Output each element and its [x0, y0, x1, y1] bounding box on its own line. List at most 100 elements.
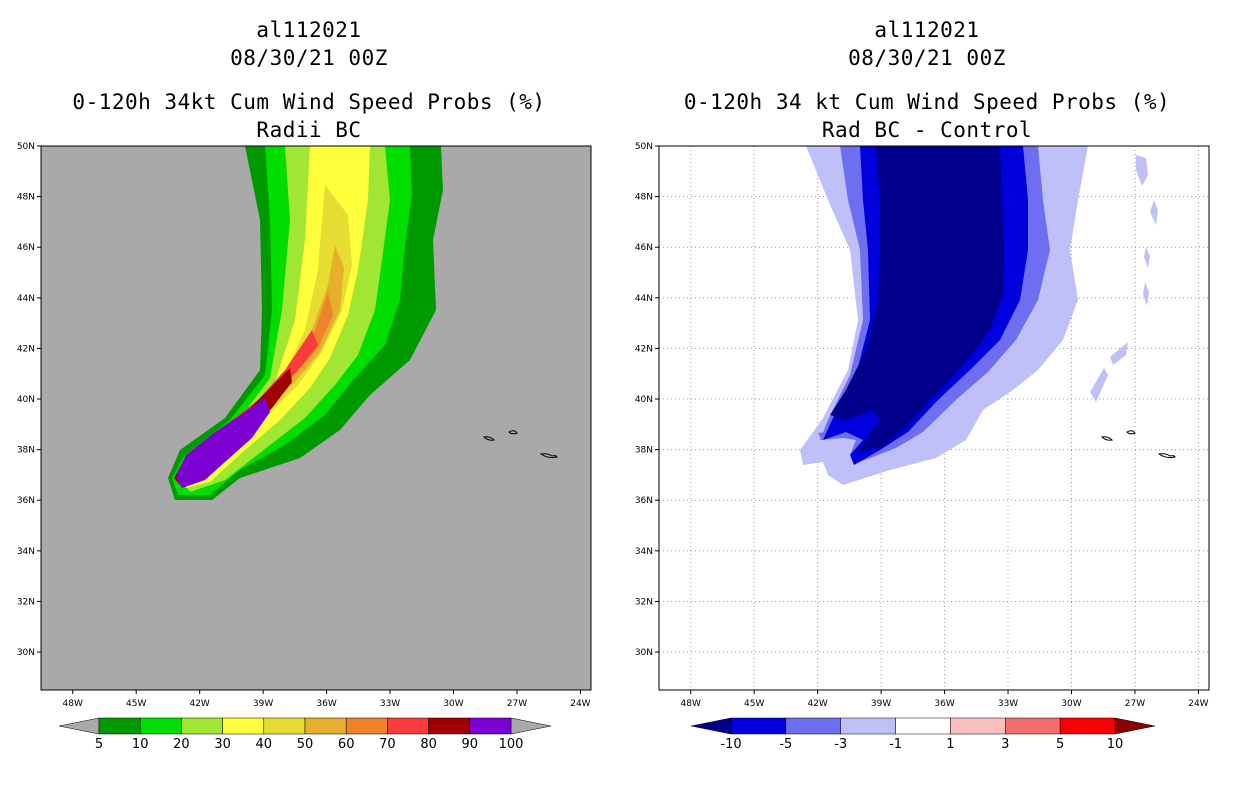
y-tick-label: 50N: [635, 142, 653, 152]
datetime-title: 08/30/21 00Z: [230, 46, 388, 70]
storm-id-title: al112021: [256, 18, 362, 42]
colorbar-segment: [428, 717, 471, 735]
x-tick-label: 48W: [681, 699, 701, 709]
positive-patches: [1090, 155, 1158, 402]
difference-map: 48W 45W 42W 39W 36W 33W 30W 27W 24W 50N 48N 46N 44N 4…: [635, 142, 1210, 752]
product-subtitle: Radii BC: [256, 118, 362, 142]
x-tick-label: 45W: [744, 699, 764, 709]
island-outline: [1100, 436, 1114, 441]
colorbar-label: 80: [420, 737, 437, 752]
y-tick-label: 42N: [635, 344, 653, 354]
colorbar-label: 30: [214, 737, 231, 752]
patch: [1110, 342, 1128, 365]
colorbar-segment: [263, 717, 306, 735]
colorbar-label: 90: [462, 737, 479, 752]
x-tick-label: 24W: [570, 699, 590, 709]
colorbar-segment: [222, 717, 265, 735]
map-frame: [40, 145, 592, 691]
x-tick-label: 30W: [443, 699, 463, 709]
axis-ticks: 48W 45W 42W 39W 36W 33W 30W 27W 24W 50N 48N 46N 44N 4…: [635, 142, 1209, 709]
y-tick-label: 32N: [635, 597, 653, 607]
island-coastlines: [482, 430, 558, 459]
colorbar-end-high: [510, 717, 552, 735]
island-outline: [539, 453, 558, 459]
colorbar-segment: [181, 717, 223, 735]
colorbar-segment: [840, 717, 896, 735]
x-tick-label: 24W: [1188, 699, 1208, 709]
colorbar-end-low: [690, 717, 732, 735]
y-tick-label: 34N: [635, 547, 653, 557]
colorbar-segment: [345, 717, 388, 735]
x-tick-label: 36W: [316, 699, 336, 709]
colorbar-label: 50: [297, 737, 314, 752]
island-outline: [482, 436, 496, 441]
x-tick-label: 27W: [1125, 699, 1145, 709]
x-tick-label: 36W: [934, 699, 954, 709]
probability-map: 48W 45W 42W 39W 36W 33W 30W 27W 24W 50N 48N 46N 44N 4…: [17, 142, 592, 752]
y-tick-label: 34N: [17, 547, 35, 557]
colorbar-segment: [785, 717, 841, 735]
patch: [1143, 282, 1149, 306]
colorbar-segment: [98, 717, 141, 735]
colorbar-segment: [469, 717, 512, 735]
panel-difference: al112021 08/30/21 00Z 0-120h 34 kt Cum W…: [618, 0, 1236, 800]
product-title: 0-120h 34 kt Cum Wind Speed Probs (%): [683, 90, 1171, 114]
y-tick-label: 32N: [17, 597, 35, 607]
colorbar-segment: [895, 717, 951, 735]
patch: [1144, 247, 1150, 268]
x-tick-label: 33W: [998, 699, 1018, 709]
y-tick-label: 42N: [17, 344, 35, 354]
difference-contours: [800, 146, 1088, 485]
contour-minus-10: [830, 146, 1004, 452]
y-tick-label: 48N: [17, 193, 35, 203]
map-frame: [658, 145, 1210, 691]
y-tick-label: 38N: [635, 446, 653, 456]
island-outline: [1157, 453, 1176, 459]
y-tick-label: 40N: [635, 395, 653, 405]
y-tick-label: 36N: [17, 496, 35, 506]
x-tick-label: 27W: [507, 699, 527, 709]
colorbar-segment: [1059, 717, 1116, 735]
colorbar-end-low: [58, 717, 100, 735]
x-tick-label: 48W: [63, 699, 83, 709]
y-tick-label: 46N: [17, 243, 35, 253]
axis-ticks: 48W 45W 42W 39W 36W 33W 30W 27W 24W 50N 48N 46N 44N 4…: [17, 142, 591, 709]
colorbar-label: 40: [256, 737, 273, 752]
colorbar-label: -1: [889, 737, 902, 752]
storm-id-title: al112021: [874, 18, 980, 42]
colorbar-segment: [304, 717, 347, 735]
datetime-title: 08/30/21 00Z: [848, 46, 1006, 70]
product-title: 0-120h 34kt Cum Wind Speed Probs (%): [72, 90, 546, 114]
colorbar-segment: [950, 717, 1006, 735]
x-tick-label: 39W: [871, 699, 891, 709]
x-tick-label: 42W: [807, 699, 827, 709]
contour-90: [176, 398, 270, 488]
y-tick-label: 30N: [635, 648, 653, 658]
y-tick-label: 44N: [17, 294, 35, 304]
colorbar-label: 5: [1056, 737, 1064, 752]
product-subtitle: Rad BC - Control: [821, 118, 1033, 142]
y-tick-label: 48N: [635, 193, 653, 203]
colorbar-label: 10: [132, 737, 149, 752]
contour-minus-3-patch: [818, 432, 825, 440]
y-tick-label: 30N: [17, 648, 35, 658]
colorbar-label: 70: [379, 737, 396, 752]
island-outline: [1126, 430, 1136, 435]
colorbar-label: 100: [499, 737, 524, 752]
panel-radii-bc: al112021 08/30/21 00Z 0-120h 34kt Cum Wi…: [17, 18, 592, 752]
x-tick-label: 39W: [253, 699, 273, 709]
y-tick-label: 38N: [17, 446, 35, 456]
y-tick-label: 40N: [17, 395, 35, 405]
y-tick-label: 50N: [17, 142, 35, 152]
colorbar-label: -5: [779, 737, 792, 752]
colorbar-label: 10: [1107, 737, 1124, 752]
colorbar-segment: [139, 717, 182, 735]
patch: [1136, 155, 1148, 186]
y-tick-label: 44N: [635, 294, 653, 304]
x-tick-label: 30W: [1061, 699, 1081, 709]
x-tick-label: 33W: [380, 699, 400, 709]
probability-contours: [168, 146, 443, 500]
colorbar-label: 5: [95, 737, 103, 752]
colorbar-label: 1: [946, 737, 954, 752]
colorbar-segment: [387, 717, 429, 735]
